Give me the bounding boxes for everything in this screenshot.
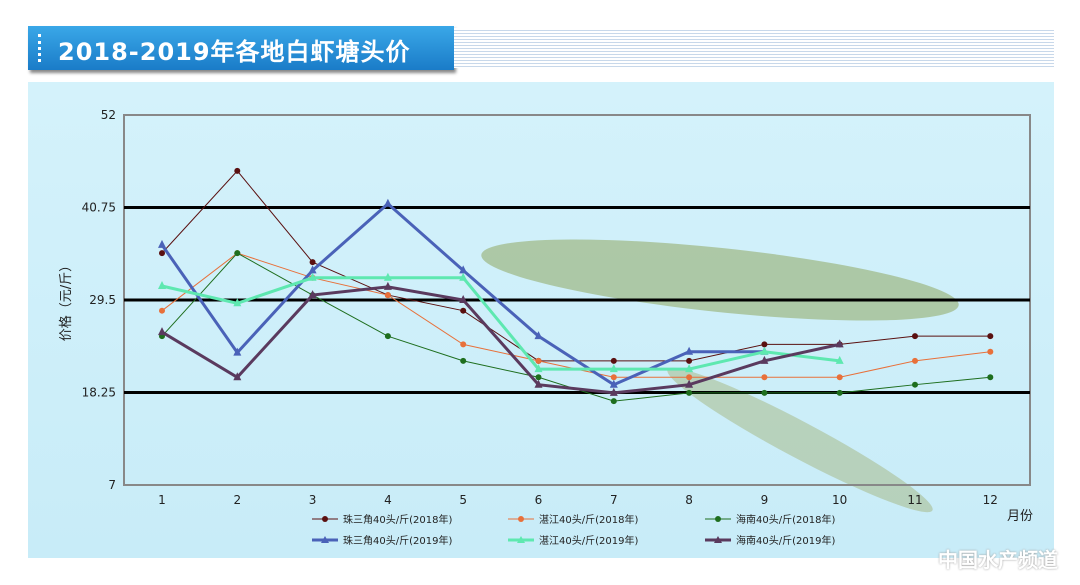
- data-point: [760, 355, 769, 364]
- data-point: [835, 355, 844, 364]
- data-point: [308, 265, 317, 274]
- legend-marker: [322, 516, 328, 522]
- data-point: [459, 272, 468, 281]
- data-point: [233, 372, 242, 381]
- legend-marker: [517, 536, 525, 543]
- x-tick-label: 1: [158, 493, 166, 507]
- legend-label: 湛江40头/斤(2019年): [539, 534, 638, 547]
- data-point: [233, 298, 242, 307]
- x-tick-label: 7: [610, 493, 618, 507]
- data-point: [609, 387, 618, 396]
- data-point: [686, 374, 693, 381]
- data-point: [459, 295, 468, 303]
- legend-label: 珠三角40头/斤(2018年): [343, 513, 452, 526]
- data-point: [460, 307, 467, 314]
- data-point: [534, 364, 543, 373]
- legend-marker: [714, 536, 722, 543]
- data-point: [610, 357, 617, 364]
- x-tick-label: 10: [832, 493, 847, 507]
- data-point: [685, 379, 694, 388]
- series-line: [161, 276, 840, 371]
- data-point: [912, 381, 918, 388]
- data-point: [685, 364, 694, 373]
- legend-marker: [321, 536, 329, 543]
- legend-marker: [518, 516, 524, 522]
- data-point: [610, 398, 617, 405]
- shrimp-image: [667, 367, 933, 513]
- data-point: [836, 374, 843, 381]
- x-tick-label: 9: [761, 493, 769, 507]
- data-point: [460, 341, 467, 348]
- x-axis-label: 月份: [1007, 509, 1033, 524]
- legend-label: 珠三角40头/斤(2019年): [343, 534, 452, 547]
- data-point: [158, 281, 166, 290]
- legend-label: 湛江40头/斤(2018年): [539, 513, 638, 526]
- data-point: [912, 333, 918, 340]
- y-tick-label: 18.25: [82, 386, 116, 400]
- data-point: [761, 389, 768, 396]
- y-tick-label: 7: [108, 478, 116, 492]
- data-point: [535, 374, 542, 381]
- header-stripes: [454, 28, 1054, 68]
- data-point: [158, 239, 166, 248]
- data-point: [233, 347, 242, 356]
- data-point: [987, 333, 994, 340]
- data-point: [234, 250, 241, 257]
- x-tick-label: 3: [309, 493, 317, 507]
- series-line: [161, 285, 841, 395]
- data-point: [159, 307, 165, 314]
- legend-label: 海南40头/斤(2018年): [736, 513, 835, 526]
- data-point: [609, 379, 618, 388]
- data-point: [760, 346, 769, 355]
- data-point: [534, 331, 543, 340]
- data-point: [459, 265, 468, 274]
- data-point: [761, 374, 768, 381]
- y-tick-label: 52: [101, 108, 116, 122]
- data-point: [686, 389, 693, 396]
- data-point: [987, 348, 994, 355]
- data-point: [384, 333, 391, 340]
- x-tick-label: 6: [535, 493, 543, 507]
- y-tick-label: 40.75: [82, 201, 116, 215]
- x-tick-label: 12: [983, 493, 998, 507]
- data-point: [234, 167, 241, 174]
- data-point: [158, 327, 166, 336]
- data-point: [835, 339, 844, 348]
- title-banner: 2018-2019年各地白虾塘头价: [28, 26, 454, 70]
- data-point: [912, 357, 918, 364]
- data-point: [609, 364, 618, 373]
- page-title: 2018-2019年各地白虾塘头价: [58, 38, 411, 66]
- data-point: [686, 357, 693, 364]
- data-point: [987, 374, 994, 381]
- data-point: [309, 259, 316, 266]
- x-tick-label: 4: [384, 493, 392, 507]
- banner-decoration: [38, 34, 45, 62]
- legend-label: 海南40头/斤(2019年): [736, 534, 835, 547]
- x-tick-label: 8: [685, 493, 693, 507]
- y-axis-label: 价格（元/斤）: [58, 259, 74, 341]
- data-point: [159, 250, 165, 257]
- data-point: [535, 357, 542, 364]
- watermark: 中国水产频道: [938, 548, 1058, 572]
- x-tick-label: 5: [459, 493, 467, 507]
- data-point: [836, 389, 843, 396]
- y-tick-label: 29.5: [89, 293, 116, 307]
- legend-marker: [715, 516, 721, 522]
- x-tick-label: 11: [907, 493, 922, 507]
- data-point: [460, 357, 467, 364]
- data-point: [534, 379, 543, 388]
- data-point: [383, 272, 392, 281]
- data-point: [610, 374, 617, 381]
- data-point: [761, 341, 768, 348]
- data-point: [685, 346, 694, 355]
- data-point: [383, 198, 392, 207]
- shrimp-image: [481, 239, 959, 321]
- x-tick-label: 2: [233, 493, 241, 507]
- data-point: [384, 292, 391, 299]
- data-point: [383, 281, 392, 290]
- data-point: [308, 290, 317, 299]
- data-point: [308, 272, 317, 281]
